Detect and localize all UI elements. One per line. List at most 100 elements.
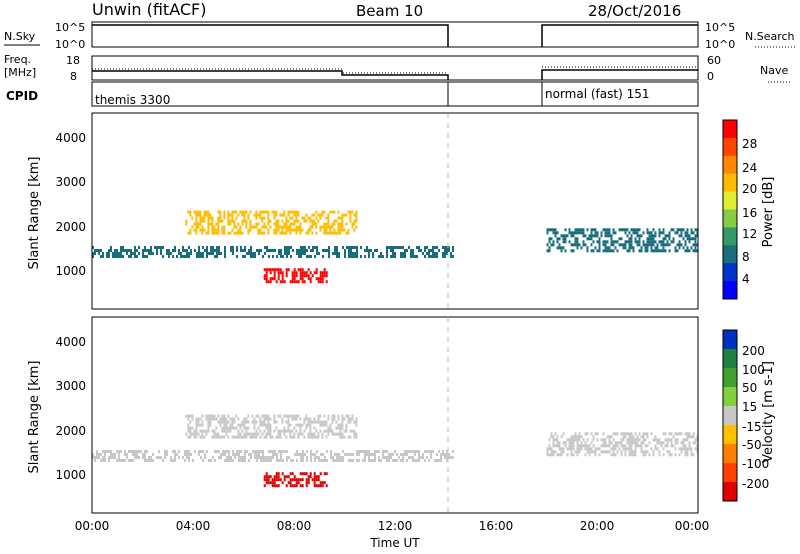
velocity-cell [243, 432, 246, 436]
power-cell [259, 210, 262, 214]
velocity-cell [446, 450, 448, 453]
velocity-cell [195, 420, 198, 424]
velocity-cell [345, 426, 348, 430]
power-cell [229, 219, 232, 223]
power-cell [94, 252, 96, 255]
power-cell [253, 225, 256, 229]
velocity-cell [610, 447, 613, 451]
power-cell [174, 246, 176, 249]
velocity-cell [118, 450, 120, 453]
velocity-cell [213, 432, 216, 436]
power-cell [576, 231, 579, 235]
power-cell [608, 249, 611, 253]
power-cell [322, 255, 324, 258]
power-cell [323, 225, 326, 229]
velocity-cell [400, 453, 402, 456]
power-cell [144, 255, 146, 258]
power-cell [314, 246, 316, 249]
power-cell [686, 246, 689, 250]
power-cell [275, 228, 278, 232]
velocity-cell [255, 435, 258, 439]
power-cell [265, 210, 268, 214]
power-cell [331, 222, 334, 226]
power-cell [281, 219, 284, 223]
velocity-cell [136, 456, 138, 459]
velocity-cell [267, 429, 270, 433]
power-colorbar-label: Power [dB] [761, 177, 776, 248]
velocity-cell [674, 432, 677, 436]
velocity-cell [229, 429, 232, 433]
power-cell [442, 246, 444, 249]
velocity-cell [338, 459, 340, 462]
velocity-cell [293, 426, 296, 430]
power-cell [273, 274, 276, 278]
power-cell [428, 252, 430, 255]
power-cell [572, 234, 575, 238]
power-cell [196, 252, 198, 255]
velocity-cell [319, 472, 322, 476]
velocity-cell [323, 472, 326, 476]
velocity-cell [250, 456, 252, 459]
velocity-cell [670, 438, 673, 442]
velocity-cell [201, 435, 204, 439]
velocity-cell [282, 459, 284, 462]
power-cell [199, 210, 202, 214]
velocity-cell [207, 426, 210, 430]
power-cell [602, 240, 605, 244]
velocity-cell [237, 429, 240, 433]
velocity-cell [287, 423, 290, 427]
velocity-cell [604, 441, 607, 445]
velocity-cell [262, 459, 264, 462]
velocity-cell [680, 450, 683, 454]
power-cell [652, 249, 655, 253]
power-cell [293, 280, 296, 284]
power-cell [348, 249, 350, 252]
velocity-cell [243, 426, 246, 430]
velocity-cell [294, 453, 296, 456]
power-cell [304, 249, 306, 252]
power-cell [636, 234, 639, 238]
velocity-cell [228, 459, 230, 462]
power-cell [218, 249, 220, 252]
power-cell [566, 234, 569, 238]
power-cell [568, 240, 571, 244]
xtick-0800: 08:00 [277, 519, 312, 533]
velocity-cell [438, 459, 440, 462]
power-cell [556, 246, 559, 250]
power-cell [202, 246, 204, 249]
power-cell [208, 252, 210, 255]
velocity-cell [630, 447, 633, 451]
velocity-cell [104, 459, 106, 462]
velocity-cell [225, 432, 228, 436]
velocity-cell [240, 459, 242, 462]
velocity-cell [295, 417, 298, 421]
velocity-cell [100, 453, 102, 456]
power-cell [570, 231, 573, 235]
velocity-cell [237, 435, 240, 439]
power-cell [285, 228, 288, 232]
velocity-cell [303, 429, 306, 433]
velocity-cell [592, 450, 595, 454]
velocity-cell [188, 456, 190, 459]
power-cell [259, 228, 262, 232]
velocity-cell [265, 481, 268, 485]
velocity-cell [297, 435, 300, 439]
power-cell [286, 252, 288, 255]
power-cell [267, 213, 270, 217]
power-cell [239, 210, 242, 214]
velocity-cell [277, 478, 280, 482]
velocity-cell [612, 450, 615, 454]
velocity-cell [352, 453, 354, 456]
velocity-cell [251, 435, 254, 439]
power-cell [650, 249, 653, 253]
power-cell [253, 213, 256, 217]
power-cell [650, 231, 653, 235]
power-cell [243, 216, 246, 220]
velocity-cell [207, 420, 210, 424]
velocity-cell [315, 420, 318, 424]
velocity-cell [584, 444, 587, 448]
power-cell [596, 240, 599, 244]
power-cell [350, 249, 352, 252]
power-cell [281, 274, 284, 278]
power-cell [120, 249, 122, 252]
